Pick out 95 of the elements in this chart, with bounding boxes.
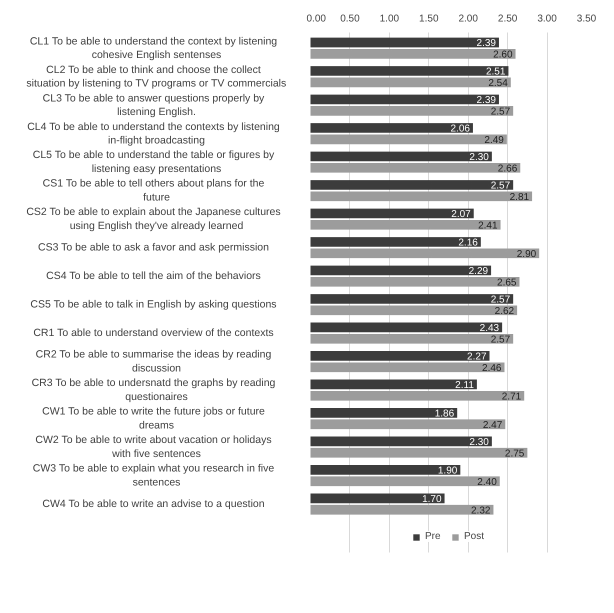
x-tick-label: 0.00 bbox=[306, 14, 326, 24]
x-tick-label: 2.50 bbox=[498, 14, 518, 24]
data-label: 2.11 bbox=[455, 380, 474, 391]
bar bbox=[310, 448, 528, 458]
data-label: 2.90 bbox=[516, 248, 537, 260]
bar bbox=[310, 504, 494, 515]
y-tick-label: CR2 To be able to summarise the ideas by reading discussion bbox=[36, 348, 272, 374]
bar bbox=[310, 94, 499, 104]
bar bbox=[310, 465, 460, 475]
data-label: 2.60 bbox=[493, 49, 513, 60]
y-tick-label: CS1 To be able to tell others about plans for the future bbox=[42, 178, 264, 204]
y-tick-label: CS5 To be able to talk in English by asking questions bbox=[30, 298, 277, 311]
bar bbox=[310, 362, 504, 372]
data-label: 2.65 bbox=[497, 277, 517, 288]
data-label: 1.90 bbox=[438, 465, 458, 476]
bar bbox=[310, 322, 502, 332]
data-label: 2.43 bbox=[480, 322, 500, 334]
data-label: 2.49 bbox=[484, 134, 504, 146]
y-tick-label: CW2 To be able to write about vacation or holidays with five sentences bbox=[35, 434, 272, 460]
bar bbox=[310, 334, 514, 344]
data-label: 2.57 bbox=[490, 334, 511, 346]
bar bbox=[310, 134, 507, 144]
bar bbox=[310, 106, 514, 116]
data-label: 2.51 bbox=[486, 66, 506, 78]
bar bbox=[310, 66, 508, 76]
bar bbox=[310, 436, 492, 446]
y-tick-label: CL2 To be able to think and choose the collect situation by listening to TV programs or TV commercials bbox=[26, 64, 286, 90]
data-label: 2.75 bbox=[504, 448, 525, 460]
data-label: 2.46 bbox=[482, 362, 502, 374]
x-tick-label: 2.00 bbox=[458, 14, 478, 24]
bar bbox=[310, 237, 481, 247]
data-label: 1.70 bbox=[422, 494, 442, 505]
data-label: 2.66 bbox=[498, 163, 518, 174]
y-tick-label: CL5 To be able to understand the table or figures by listening easy presentations bbox=[32, 149, 275, 176]
x-tick-label: 1.50 bbox=[419, 14, 439, 24]
data-label: 2.54 bbox=[488, 78, 508, 89]
bar bbox=[310, 476, 500, 486]
bar bbox=[310, 494, 445, 504]
data-label: 2.27 bbox=[467, 351, 487, 362]
x-tick-label: 1.00 bbox=[380, 14, 400, 24]
data-label: 2.30 bbox=[469, 436, 490, 448]
y-tick-label: CS4 To be able to tell the aim of the behaviors bbox=[46, 270, 261, 282]
data-label: 1.86 bbox=[434, 408, 455, 420]
data-label: 2.81 bbox=[510, 192, 530, 203]
legend-label: Post bbox=[464, 531, 484, 542]
x-tick-label: 3.00 bbox=[537, 14, 558, 24]
bar bbox=[310, 163, 520, 173]
y-tick-label: CL1 To be able to understand the context by listening cohesive English sentenses bbox=[30, 35, 278, 62]
bar bbox=[310, 305, 518, 316]
bar bbox=[310, 49, 516, 59]
data-label: 2.16 bbox=[458, 237, 478, 248]
bar bbox=[310, 248, 540, 258]
data-label: 2.39 bbox=[476, 38, 496, 49]
bar bbox=[310, 180, 514, 190]
x-tick-label: 0.50 bbox=[340, 14, 360, 24]
data-label: 2.07 bbox=[451, 208, 472, 220]
bar bbox=[310, 38, 499, 48]
data-label: 2.71 bbox=[502, 391, 522, 402]
data-label: 2.29 bbox=[468, 266, 489, 277]
bar bbox=[310, 152, 492, 162]
bar bbox=[310, 220, 501, 230]
data-label: 2.47 bbox=[482, 420, 503, 431]
legend-label: Pre bbox=[424, 531, 442, 542]
y-tick-label: CL3 To be able to answer questions properly by listening English. bbox=[42, 92, 266, 118]
bar bbox=[310, 123, 473, 133]
bar bbox=[310, 408, 458, 418]
y-tick-label: CW4 To be able to write an advise to a question bbox=[42, 498, 265, 510]
data-label: 2.62 bbox=[494, 306, 515, 317]
y-tick-label: CL4 To be able to understand the contexts by listening in-flight broadcasting bbox=[27, 120, 280, 147]
data-label: 2.57 bbox=[490, 106, 511, 118]
y-tick-label: CR3 To be able to undersnatd the graphs by reading questionaires bbox=[32, 377, 276, 403]
data-label: 2.06 bbox=[450, 123, 470, 134]
bar bbox=[310, 294, 514, 304]
bar bbox=[310, 266, 492, 276]
y-tick-label: CW1 To be able to write the future jobs or future dreams bbox=[42, 406, 266, 432]
bar bbox=[310, 419, 506, 430]
y-tick-label: CS2 To be able to explain about the Japanese cultures using English they've already learned bbox=[26, 206, 281, 232]
y-tick-label: CW3 To be able to explain what you research in five sentences bbox=[32, 462, 274, 488]
data-label: 2.39 bbox=[476, 94, 496, 106]
x-tick-label: 3.50 bbox=[576, 14, 597, 24]
data-label: 2.41 bbox=[478, 220, 498, 232]
bar bbox=[310, 208, 474, 218]
data-label: 2.32 bbox=[470, 505, 491, 516]
bar bbox=[310, 191, 532, 202]
y-tick-label: CR1 To able to understand overview of the contexts bbox=[33, 327, 274, 340]
data-label: 2.40 bbox=[477, 476, 498, 488]
bar bbox=[310, 351, 490, 361]
bar bbox=[310, 390, 524, 401]
data-label: 2.57 bbox=[490, 180, 511, 192]
y-tick-label: CS3 To be able to ask a favor and ask permission bbox=[38, 242, 270, 254]
bar bbox=[310, 380, 477, 390]
bar bbox=[310, 78, 511, 88]
bar bbox=[310, 276, 520, 287]
data-label: 2.30 bbox=[469, 152, 490, 163]
data-label: 2.57 bbox=[490, 294, 511, 306]
